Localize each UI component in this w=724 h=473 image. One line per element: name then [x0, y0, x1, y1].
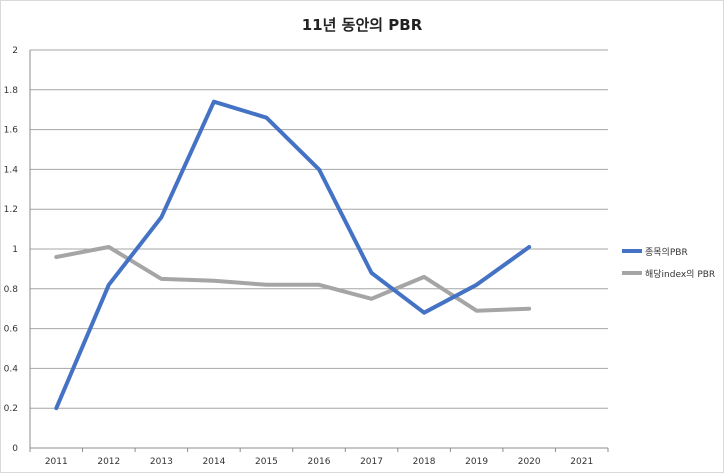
x-tick-label-2018: 2018 [413, 457, 436, 467]
y-tick-label-8: 1.6 [4, 126, 19, 136]
y-tick-label-7: 1.4 [4, 165, 19, 175]
x-tick-label-2014: 2014 [202, 457, 225, 467]
x-tick-label-2021: 2021 [570, 457, 593, 467]
legend-swatch-index [622, 271, 642, 275]
y-tick-label-9: 1.8 [4, 86, 19, 96]
series-line-stock-pbr [54, 99, 532, 411]
y-tick-label-4: 0.8 [4, 285, 19, 295]
legend-label-stock: 종목의PBR [645, 247, 688, 258]
legend-swatch-stock [622, 249, 642, 253]
x-tick-label-2020: 2020 [518, 457, 541, 467]
series-line-index-pbr [54, 245, 532, 313]
x-tick-label-2017: 2017 [360, 457, 383, 467]
y-tick-label-6: 1.2 [4, 205, 18, 215]
chart-title: 11년 동안의 PBR [301, 16, 423, 34]
y-tick-label-0: 0 [12, 444, 18, 454]
y-tick-label-5: 1 [12, 245, 18, 255]
y-tick-label-3: 0.6 [4, 325, 19, 335]
x-tick-label-2012: 2012 [97, 457, 120, 467]
legend-label-index: 해당index의 PBR [645, 269, 716, 280]
y-tick-label-2: 0.4 [4, 364, 19, 374]
x-tick-label-2015: 2015 [255, 457, 278, 467]
x-tick-label-2019: 2019 [465, 457, 488, 467]
legend-item-stock: 종목의PBR [622, 240, 715, 262]
y-tick-label-1: 0.2 [4, 404, 18, 414]
legend: 종목의PBR 해당index의 PBR [622, 240, 715, 284]
x-tick-label-2011: 2011 [45, 457, 68, 467]
y-tick-label-10: 2 [12, 46, 18, 56]
x-tick-label-2013: 2013 [150, 457, 173, 467]
x-tick-label-2016: 2016 [308, 457, 331, 467]
legend-item-index: 해당index의 PBR [622, 262, 715, 284]
